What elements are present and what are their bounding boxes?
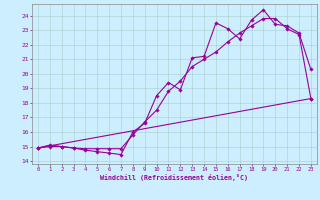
X-axis label: Windchill (Refroidissement éolien,°C): Windchill (Refroidissement éolien,°C) [100, 174, 248, 181]
